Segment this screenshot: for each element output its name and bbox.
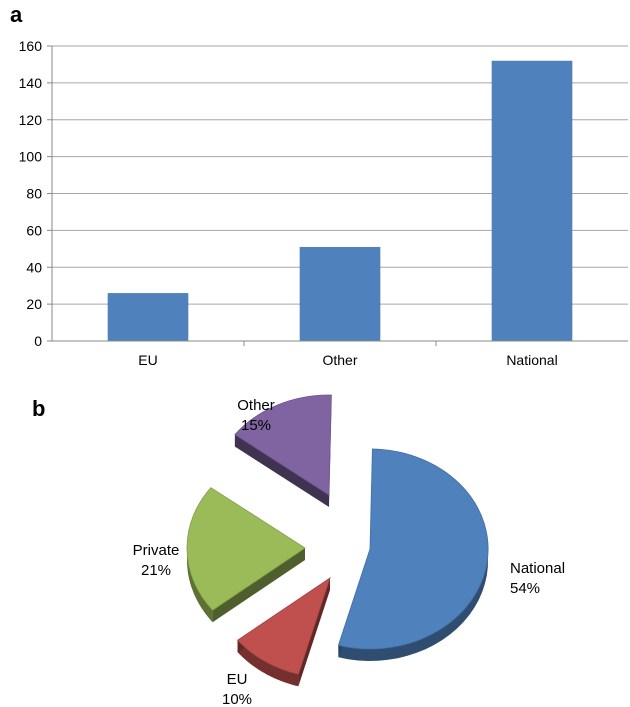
y-tick-label: 20 <box>26 296 42 312</box>
x-tick-label: National <box>506 352 557 368</box>
y-tick-label: 60 <box>26 222 42 238</box>
y-tick-label: 100 <box>19 149 43 165</box>
pie-pct-other: 15% <box>241 417 271 434</box>
pie-pct-private: 21% <box>141 562 171 579</box>
bar-eu <box>107 293 189 341</box>
pie-chart: National 54% EU 10% Private 21% Other 15% <box>133 394 565 707</box>
pie-slice-national <box>337 448 489 650</box>
bar-chart-y-ticks: 0 20 40 60 80 100 120 140 160 <box>19 38 52 349</box>
bar-chart-bars <box>107 60 573 341</box>
y-tick-label: 120 <box>19 112 43 128</box>
pie-slice-other <box>234 394 332 496</box>
pie-chart-slices <box>186 394 489 687</box>
bar-chart-x-ticks: EU Other National <box>138 341 558 368</box>
pie-pct-national: 54% <box>510 580 540 597</box>
pie-slice-private <box>186 487 306 611</box>
pie-chart-labels: National 54% EU 10% Private 21% Other 15% <box>133 397 565 707</box>
panel-a-label: a <box>10 2 23 27</box>
pie-pct-eu: 10% <box>222 691 252 707</box>
pie-label-eu: EU <box>227 671 248 688</box>
y-tick-label: 80 <box>26 186 42 202</box>
bar-national <box>491 60 573 341</box>
pie-label-national: National <box>510 560 565 577</box>
pie-slice-wall <box>212 548 305 623</box>
pie-slice-eu <box>236 577 331 675</box>
y-tick-label: 40 <box>26 259 42 275</box>
pie-label-other: Other <box>237 397 275 414</box>
pie-label-private: Private <box>133 542 180 559</box>
y-tick-label: 160 <box>19 38 43 54</box>
pie-slice-wall <box>298 578 330 687</box>
y-tick-label: 140 <box>19 75 43 91</box>
panel-b-label: b <box>32 396 46 421</box>
y-tick-label: 0 <box>34 333 42 349</box>
bar-other <box>299 246 381 341</box>
x-tick-label: Other <box>322 352 357 368</box>
bar-chart: 0 20 40 60 80 100 120 140 160 EU Other National <box>19 38 628 368</box>
pie-slice-wall <box>234 434 329 507</box>
x-tick-label: EU <box>138 352 157 368</box>
